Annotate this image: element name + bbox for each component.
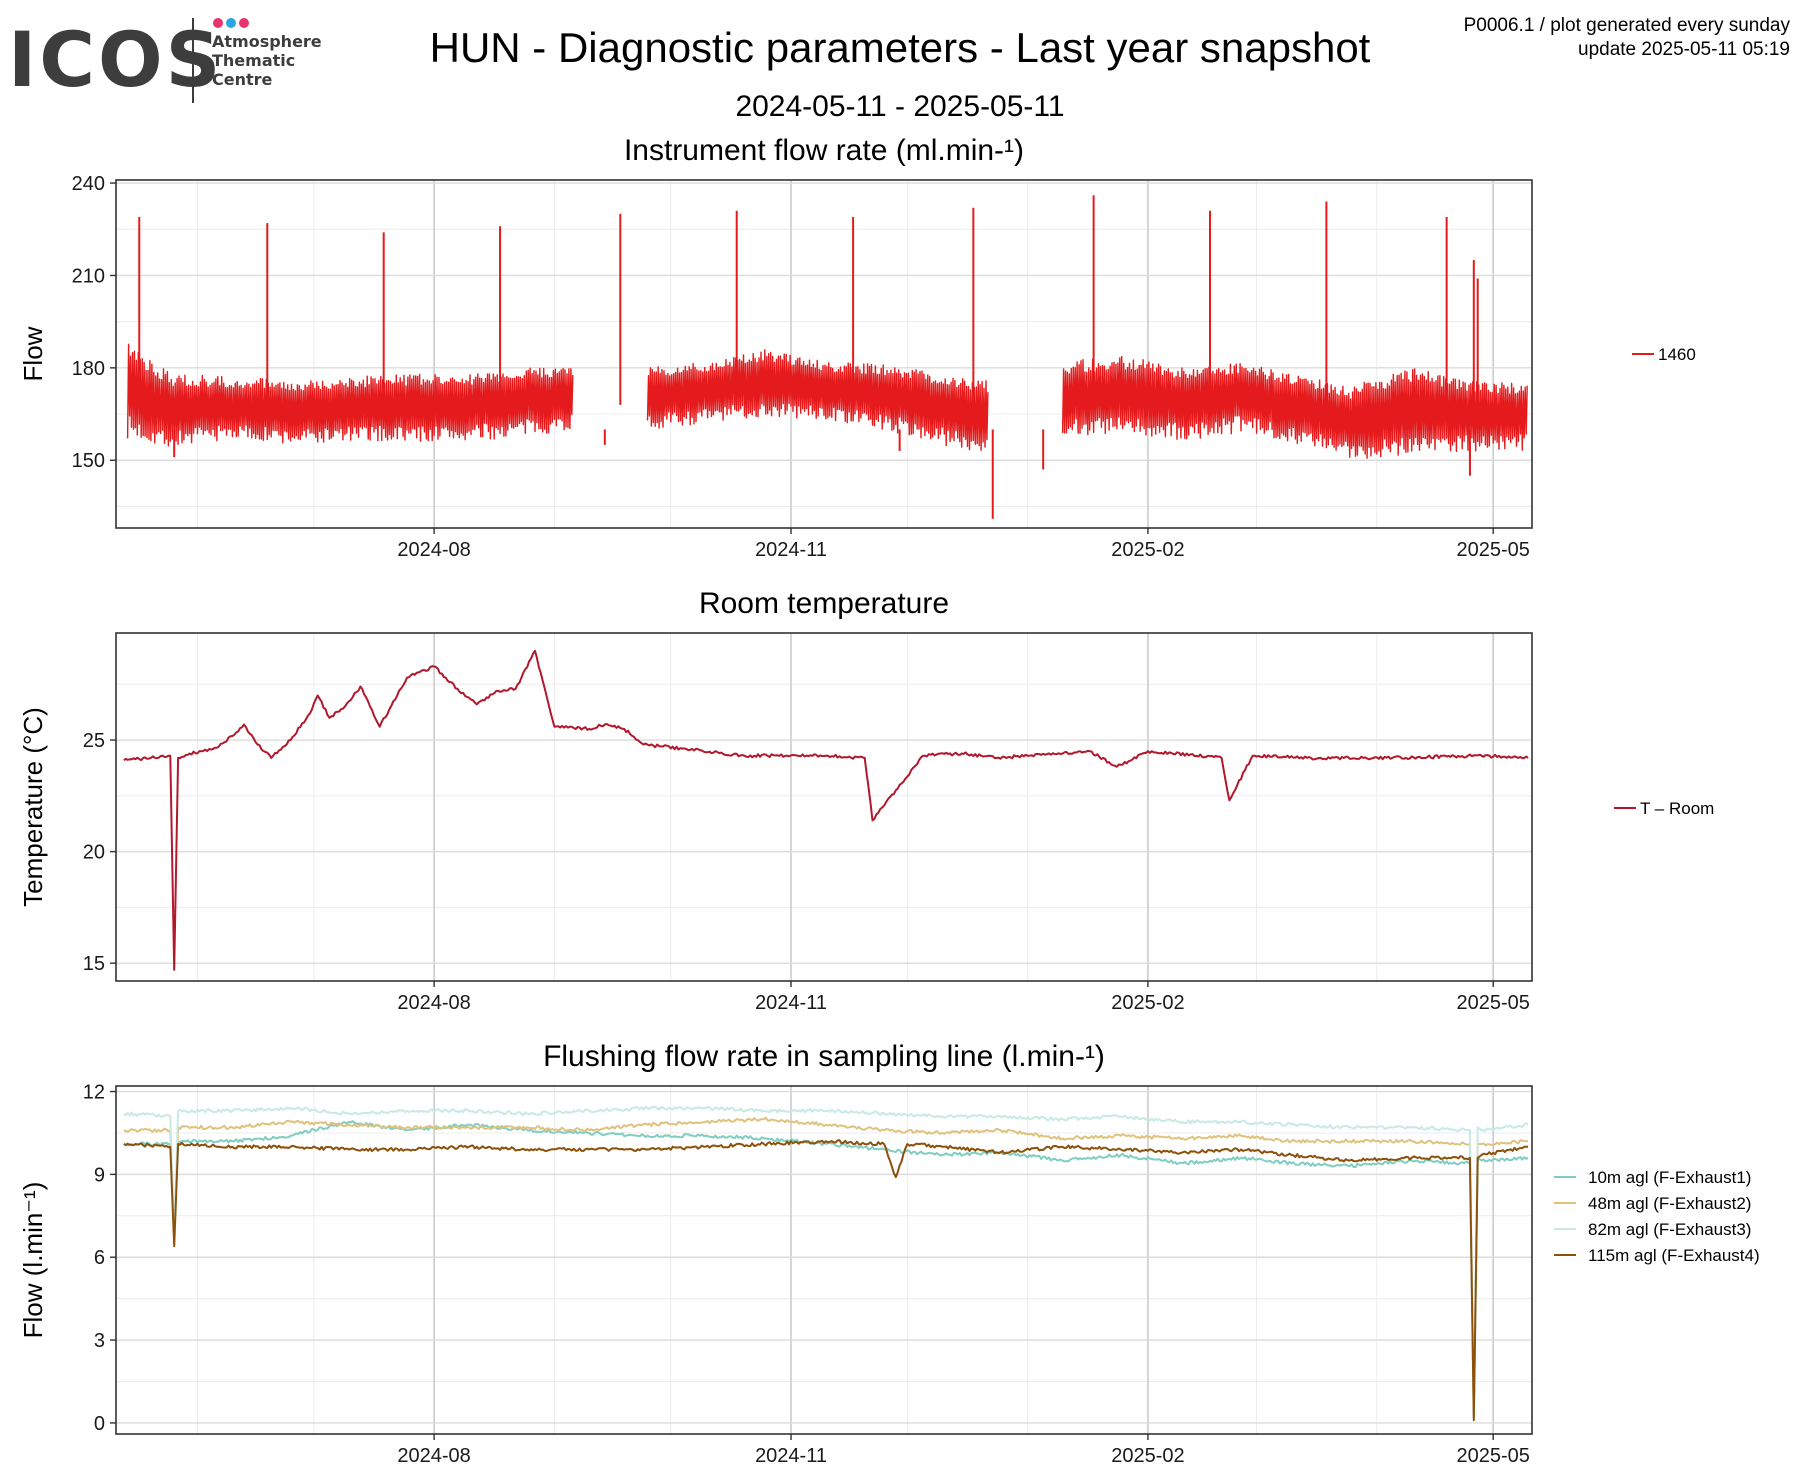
logo-dot <box>213 18 223 28</box>
legend-label: 10m agl (F-Exhaust1) <box>1588 1168 1751 1187</box>
logo-line: Centre <box>212 70 273 89</box>
x-tick-label: 2025-05 <box>1457 1445 1530 1467</box>
y-tick-label: 3 <box>94 1330 105 1352</box>
plot-background <box>116 180 1532 528</box>
series-line <box>126 343 1528 459</box>
legend-label: 1460 <box>1658 345 1696 364</box>
x-tick-label: 2024-08 <box>397 539 470 561</box>
series-line <box>123 1139 1529 1422</box>
x-tick-label: 2024-08 <box>397 992 470 1014</box>
logo-dot <box>239 18 249 28</box>
legend: T – Room <box>1614 799 1714 818</box>
chart-title: Flushing flow rate in sampling line (l.m… <box>543 1040 1105 1073</box>
y-tick-label: 12 <box>83 1082 105 1104</box>
chart-title: Instrument flow rate (ml.min-¹) <box>624 134 1024 167</box>
y-tick-label: 0 <box>94 1413 105 1435</box>
plot-background <box>116 633 1532 981</box>
chart-panel: 2024-08 2024-11 2025-02 2025-05 150 180 210 240… <box>18 134 1696 561</box>
y-tick-label: 6 <box>94 1247 105 1269</box>
x-tick-label: 2024-11 <box>755 1445 827 1467</box>
y-tick-label: 9 <box>94 1164 105 1186</box>
y-tick-label: 210 <box>72 265 105 287</box>
y-axis-label: Flow (l.min⁻¹) <box>18 1182 48 1339</box>
legend: 10m agl (F-Exhaust1) 48m agl (F-Exhaust2)… <box>1554 1168 1760 1265</box>
legend: 1460 <box>1632 345 1696 364</box>
update-timestamp: update 2025-05-11 05:19 <box>1578 39 1790 60</box>
icos-logo-wordmark: ICOS <box>8 15 224 104</box>
y-tick-label: 150 <box>72 450 105 472</box>
x-tick-label: 2025-05 <box>1457 539 1530 561</box>
y-tick-label: 25 <box>83 730 105 752</box>
y-tick-label: 240 <box>72 173 105 195</box>
plot-area <box>126 195 1528 519</box>
page-title: HUN - Diagnostic parameters - Last year … <box>429 24 1371 71</box>
chart-panel: 2024-08 2024-11 2025-02 2025-05 0 3 6 9 12 Flushi… <box>18 1040 1760 1467</box>
series-line <box>123 1116 1529 1419</box>
x-tick-label: 2024-11 <box>755 539 827 561</box>
plot-area <box>123 649 1529 971</box>
series-2 <box>123 1105 1529 1413</box>
plot-area <box>123 1105 1529 1422</box>
chart-title: Room temperature <box>699 587 949 620</box>
logo-dots <box>213 15 252 33</box>
plot-id-line: P0006.1 / plot generated every sunday <box>1463 15 1790 36</box>
plot-frame <box>115 179 1533 529</box>
x-tick-label: 2025-05 <box>1457 992 1530 1014</box>
logo-divider <box>192 18 194 103</box>
y-tick-label: 15 <box>83 953 105 975</box>
series-0 <box>126 195 1528 519</box>
plot-info: P0006.1 / plot generated every sunday up… <box>1464 14 1790 62</box>
x-tick-label: 2025-02 <box>1111 992 1184 1014</box>
y-tick-label: 180 <box>72 358 105 380</box>
date-range: 2024-05-11 - 2025-05-11 <box>735 90 1065 123</box>
logo-line: Atmosphere <box>212 32 322 51</box>
series-3 <box>123 1139 1529 1422</box>
series-line <box>123 649 1529 971</box>
series-1 <box>123 1116 1529 1419</box>
y-axis-label: Temperature (°C) <box>18 707 48 907</box>
chart-panel: 2024-08 2024-11 2025-02 2025-05 15 20 25 Room t… <box>18 587 1714 1014</box>
legend-label: 82m agl (F-Exhaust3) <box>1588 1220 1751 1239</box>
legend-label: 115m agl (F-Exhaust4) <box>1588 1246 1760 1265</box>
logo-line: Thematic <box>212 51 296 70</box>
plot-frame <box>115 632 1533 982</box>
series-0 <box>123 649 1529 971</box>
logo-dot <box>226 18 236 28</box>
x-tick-label: 2024-08 <box>397 1445 470 1467</box>
legend-label: 48m agl (F-Exhaust2) <box>1588 1194 1751 1213</box>
y-tick-label: 20 <box>83 842 105 864</box>
legend-label: T – Room <box>1640 799 1714 818</box>
logo-subtitle: Atmosphere Thematic Centre <box>212 32 322 89</box>
x-tick-label: 2025-02 <box>1111 1445 1184 1467</box>
x-tick-label: 2024-11 <box>755 992 827 1014</box>
series-line <box>123 1105 1529 1413</box>
x-tick-label: 2025-02 <box>1111 539 1184 561</box>
y-axis-label: Flow <box>18 326 48 381</box>
plot-frame <box>115 1085 1533 1435</box>
